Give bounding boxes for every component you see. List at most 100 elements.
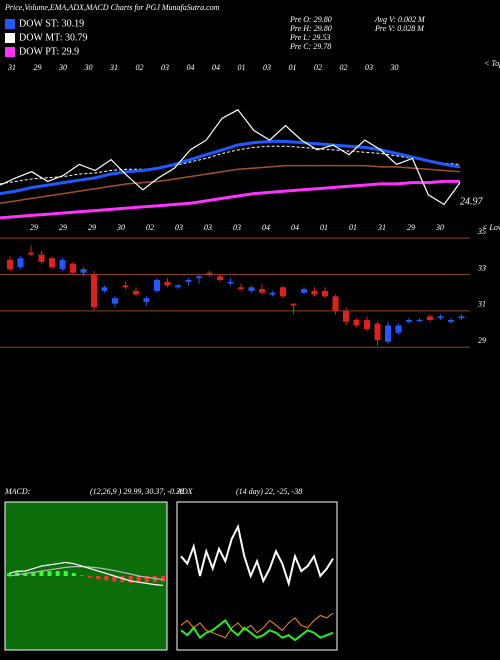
candle-body xyxy=(395,325,402,333)
histogram-bar xyxy=(15,572,20,576)
candle-body xyxy=(238,287,244,290)
candle-body xyxy=(80,269,87,273)
histogram-bar xyxy=(88,576,93,578)
stat: Pre O: 29.80 xyxy=(289,15,332,24)
legend-label: DOW MT: 30.79 xyxy=(19,32,87,43)
candle-body xyxy=(322,290,328,297)
histogram-bar xyxy=(112,576,117,582)
candle-body xyxy=(122,285,129,288)
histogram-bar xyxy=(39,571,44,576)
histogram-bar xyxy=(136,576,141,583)
bottom-label: 31 xyxy=(377,223,386,232)
top-label: 03 xyxy=(263,63,271,72)
chart-title: Price,Volume,EMA,ADX,MACD Charts for PGJ… xyxy=(4,3,220,12)
candle-body xyxy=(217,276,223,280)
histogram-bar xyxy=(47,571,52,576)
bottom-label: 29 xyxy=(30,223,38,232)
bottom-label: 02 xyxy=(146,223,154,232)
top-label: 31 xyxy=(109,63,118,72)
top-label: 03 xyxy=(365,63,373,72)
adx-line xyxy=(180,612,334,639)
stat: Avg V: 0.002 M xyxy=(374,15,426,24)
low-value: 24.97 xyxy=(460,196,484,207)
legend-swatch xyxy=(5,19,15,29)
lows-label: < Lows xyxy=(482,223,500,232)
y-tick-label: 29 xyxy=(478,336,486,345)
candle-body xyxy=(364,320,370,330)
histogram-bar xyxy=(71,573,76,576)
price-line xyxy=(0,164,461,205)
top-label: 31 xyxy=(7,63,16,72)
top-label: 01 xyxy=(289,63,297,72)
candle-body xyxy=(343,310,349,322)
candle-body xyxy=(112,298,118,304)
candle-body xyxy=(406,320,412,322)
candle-body xyxy=(133,290,139,295)
candle-body xyxy=(164,281,171,286)
top-label: 04 xyxy=(212,63,220,72)
candle-body xyxy=(448,320,454,322)
histogram-bar xyxy=(96,576,101,580)
macd-line xyxy=(8,561,164,586)
price-line xyxy=(0,139,461,196)
bottom-label: 04 xyxy=(291,223,299,232)
top-label: 02 xyxy=(340,63,348,72)
stat: Pre V: 0.028 M xyxy=(374,24,425,33)
panel-title: MACD: xyxy=(4,487,31,496)
candle-body xyxy=(290,303,297,306)
candle-body xyxy=(385,325,391,342)
bottom-label: 03 xyxy=(233,223,241,232)
tops-label: < Tops xyxy=(484,59,500,68)
top-label: 02 xyxy=(314,63,322,72)
bottom-label: 04 xyxy=(262,223,270,232)
stat: Pre C: 29.78 xyxy=(289,42,331,51)
bottom-label: 01 xyxy=(320,223,328,232)
candle-body xyxy=(70,263,76,273)
bottom-label: 29 xyxy=(88,223,96,232)
candle-body xyxy=(416,320,423,321)
panel-subtitle: (12,26,9 ) 29.99, 30.37, -0.38 xyxy=(90,487,184,496)
bottom-label: 03 xyxy=(204,223,212,232)
top-label: 30 xyxy=(390,63,399,72)
candle-body xyxy=(374,323,381,340)
candle-body xyxy=(59,260,66,270)
top-label: 04 xyxy=(187,63,195,72)
top-label: 03 xyxy=(161,63,169,72)
candle-body xyxy=(143,298,150,302)
candle-body xyxy=(311,290,318,295)
panel-subtitle: (14 day) 22, -25, -38 xyxy=(236,487,302,496)
top-label: 30 xyxy=(58,63,67,72)
histogram-bar xyxy=(161,576,165,582)
candle-body xyxy=(154,280,160,291)
histogram-bar xyxy=(31,572,36,576)
candle-body xyxy=(259,289,265,293)
histogram-bar xyxy=(128,576,133,583)
legend-swatch xyxy=(5,47,15,57)
top-label: 01 xyxy=(238,63,246,72)
legend-label: DOW ST: 30.19 xyxy=(19,18,84,29)
panel-title: ADX xyxy=(176,487,194,496)
histogram-bar xyxy=(7,573,11,576)
histogram-bar xyxy=(144,576,149,583)
candle-body xyxy=(248,287,255,291)
candle-body xyxy=(49,258,55,268)
candle-body xyxy=(269,292,276,295)
price-line xyxy=(0,109,461,206)
histogram-bar xyxy=(104,576,109,581)
stat: Pre L: 29.53 xyxy=(289,33,330,42)
y-tick-label: 33 xyxy=(477,263,486,272)
bottom-label: 30 xyxy=(116,223,125,232)
histogram-bar xyxy=(55,571,60,576)
histogram-bar xyxy=(23,573,28,576)
stat: Pre H: 29.80 xyxy=(289,24,332,33)
price-line xyxy=(0,145,461,185)
candle-body xyxy=(332,296,339,311)
bottom-label: 29 xyxy=(407,223,415,232)
candle-body xyxy=(101,287,108,291)
bottom-label: 01 xyxy=(349,223,357,232)
candle-body xyxy=(280,287,286,297)
histogram-bar xyxy=(63,571,68,576)
candle-body xyxy=(28,252,34,255)
top-label: 30 xyxy=(84,63,93,72)
